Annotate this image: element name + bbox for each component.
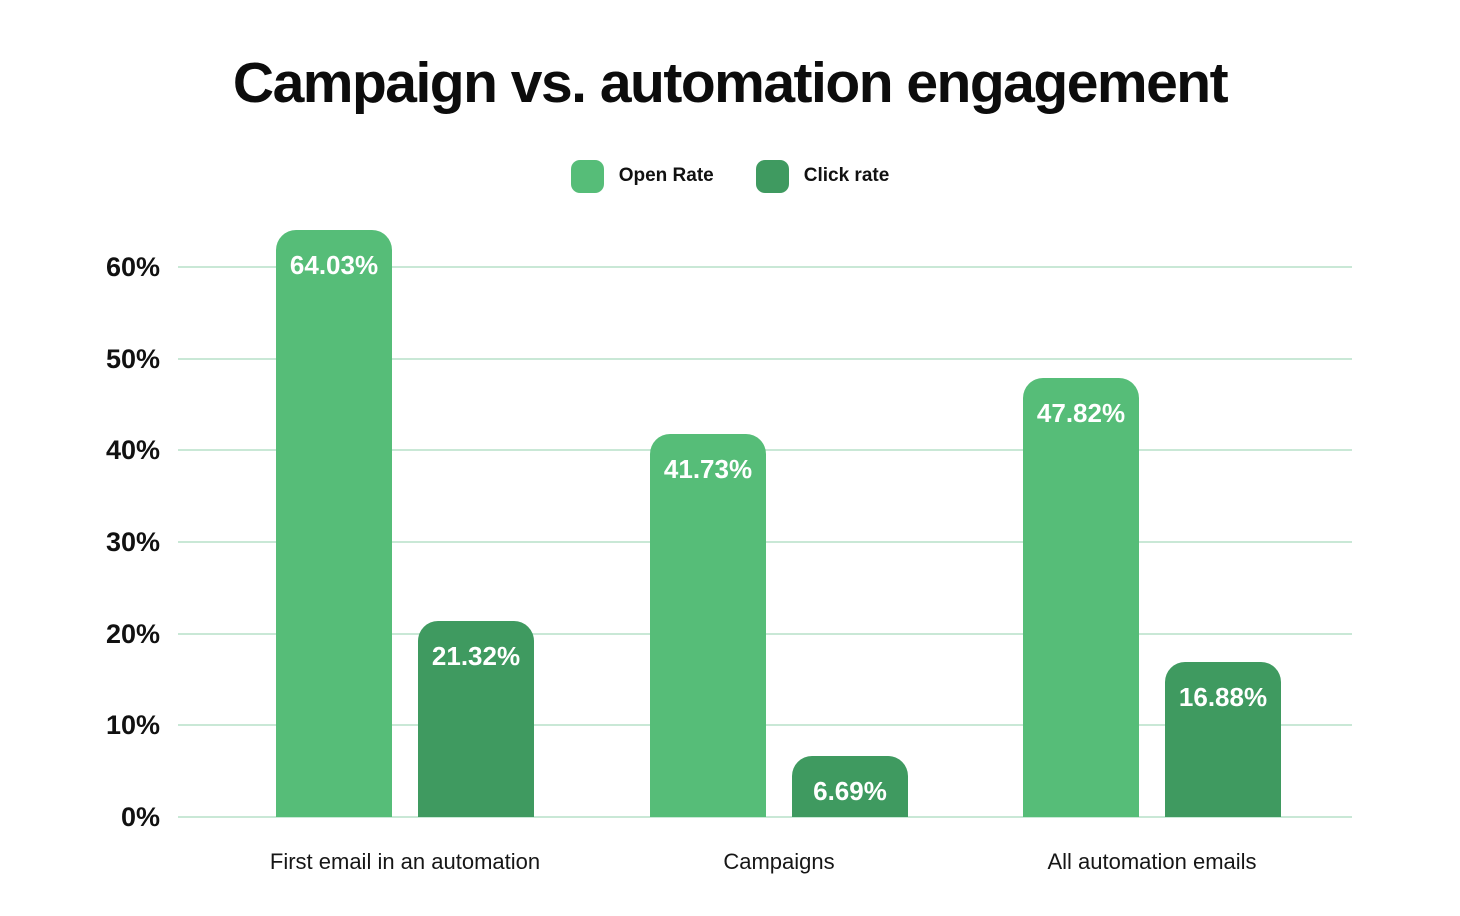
legend-swatch-icon [755, 159, 789, 193]
bar-value-label: 47.82% [1036, 398, 1126, 429]
legend-label: Open Rate [618, 165, 714, 186]
bar-click-rate: 16.88% [1165, 662, 1281, 817]
bar-value-label: 21.32% [431, 641, 521, 672]
legend-item-open-rate: Open Rate [570, 159, 714, 193]
gridline [178, 265, 1352, 268]
bar-value-label: 16.88% [1178, 682, 1268, 713]
y-axis-tick-label: 10% [105, 710, 160, 741]
legend-item-click-rate: Click rate [755, 159, 890, 193]
x-axis-category-label: First email in an automation [269, 849, 541, 874]
bar-open-rate: 47.82% [1023, 378, 1139, 817]
gridline [178, 816, 1352, 818]
bar-open-rate: 64.03% [276, 229, 392, 817]
gridline [178, 357, 1352, 360]
legend-label: Click rate [803, 165, 890, 186]
bar-value-label: 41.73% [663, 454, 753, 485]
bar-value-label: 64.03% [289, 249, 379, 280]
y-axis-tick-label: 40% [105, 435, 160, 466]
y-axis-tick-label: 20% [105, 618, 160, 649]
bar-value-label: 6.69% [813, 775, 887, 806]
legend-swatch-icon [570, 159, 604, 193]
y-axis-tick-label: 50% [105, 343, 160, 374]
x-axis-category-label: Campaigns [723, 849, 835, 874]
bar-click-rate: 21.32% [418, 621, 534, 817]
chart-title: Campaign vs. automation engagement [232, 51, 1229, 115]
bar-click-rate: 6.69% [792, 755, 908, 817]
y-axis-tick-label: 60% [105, 251, 160, 282]
bar-open-rate: 41.73% [650, 434, 766, 817]
x-axis-category-label: All automation emails [1047, 849, 1257, 874]
y-axis-tick-label: 30% [105, 526, 160, 557]
legend: Open Rate Click rate [0, 157, 1460, 195]
y-axis-tick-label: 0% [120, 802, 160, 832]
